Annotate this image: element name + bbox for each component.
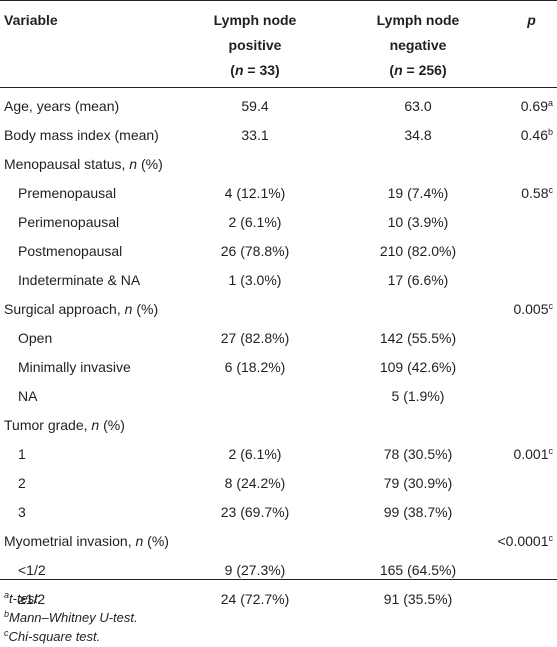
row-lymph-positive: 24 (72.7%) <box>220 591 290 607</box>
table-row: 3 23 (69.7%) 99 (38.7%) <box>0 498 557 527</box>
header-lymph-node-positive: Lymph node positive (n = 33) <box>190 8 320 83</box>
row-lymph-negative: 17 (6.6%) <box>387 272 449 288</box>
table-row: 1 2 (6.1%) 78 (30.5%) 0.001c <box>0 440 557 469</box>
table-row: ≥1/2 24 (72.7%) 91 (35.5%) <box>0 585 557 614</box>
table-row: 2 8 (24.2%) 79 (30.9%) <box>0 469 557 498</box>
row-variable: Perimenopausal <box>18 214 120 230</box>
row-variable: Tumor grade, n (%) <box>4 417 125 433</box>
row-lymph-positive: 2 (6.1%) <box>228 446 282 462</box>
p-value-footnote-mark: c <box>548 446 554 456</box>
row-p-value: 0.005c <box>513 301 554 317</box>
row-variable: Myometrial invasion, n (%) <box>4 533 169 549</box>
table-row: Myometrial invasion, n (%) <0.0001c <box>0 527 557 556</box>
row-variable: NA <box>18 388 38 404</box>
row-lymph-positive: 4 (12.1%) <box>224 185 286 201</box>
table-row: Perimenopausal 2 (6.1%) 10 (3.9%) <box>0 208 557 237</box>
row-variable: 2 <box>18 475 26 491</box>
table-row: Indeterminate & NA 1 (3.0%) 17 (6.6%) <box>0 266 557 295</box>
p-value-footnote-mark: b <box>547 127 553 137</box>
p-value-footnote-mark: a <box>547 98 553 108</box>
p-value-footnote-mark: c <box>548 301 554 311</box>
p-value-footnote-mark: c <box>548 533 554 543</box>
row-variable: Indeterminate & NA <box>18 272 141 288</box>
row-lymph-positive: 27 (82.8%) <box>220 330 290 346</box>
table-row: Surgical approach, n (%) 0.005c <box>0 295 557 324</box>
footnote: cChi-square test. <box>4 628 101 645</box>
header-positive-line2: positive <box>228 37 282 53</box>
row-variable: Menopausal status, n (%) <box>4 156 163 172</box>
row-variable: Minimally invasive <box>18 359 131 375</box>
header-p-value: p <box>527 12 536 28</box>
table-row: Menopausal status, n (%) <box>0 150 557 179</box>
table-row: <1/2 9 (27.3%) 165 (64.5%) <box>0 556 557 585</box>
header-negative-n: (n = 256) <box>389 62 447 78</box>
row-lymph-positive: 9 (27.3%) <box>224 562 286 578</box>
footnote: at-test. <box>4 590 42 607</box>
row-p-value: <0.0001c <box>497 533 554 549</box>
header-positive-n: (n = 33) <box>230 62 280 78</box>
row-lymph-positive: 26 (78.8%) <box>220 243 290 259</box>
row-lymph-positive: 1 (3.0%) <box>228 272 282 288</box>
row-p-value: 0.001c <box>513 446 554 462</box>
footnote: bMann–Whitney U-test. <box>4 609 138 626</box>
header-negative-line1: Lymph node <box>376 12 460 28</box>
top-rule <box>0 0 557 1</box>
bottom-rule <box>0 579 557 580</box>
row-variable: Premenopausal <box>18 185 117 201</box>
row-lymph-negative: 99 (38.7%) <box>383 504 453 520</box>
row-variable: Age, years (mean) <box>4 98 120 114</box>
row-variable: Open <box>18 330 53 346</box>
table-row: Open 27 (82.8%) 142 (55.5%) <box>0 324 557 353</box>
table-row: NA 5 (1.9%) <box>0 382 557 411</box>
table-row: Minimally invasive 6 (18.2%) 109 (42.6%) <box>0 353 557 382</box>
table-row: Tumor grade, n (%) <box>0 411 557 440</box>
row-lymph-positive: 8 (24.2%) <box>224 475 286 491</box>
header-rule <box>0 87 557 88</box>
row-lymph-negative: 210 (82.0%) <box>379 243 457 259</box>
header-negative-line2: negative <box>389 37 447 53</box>
row-lymph-positive: 33.1 <box>241 127 269 143</box>
header-positive-line1: Lymph node <box>213 12 297 28</box>
row-p-value: 0.69a <box>520 98 553 114</box>
p-value-footnote-mark: c <box>548 185 554 195</box>
row-variable: 3 <box>18 504 26 520</box>
row-p-value: 0.58c <box>521 185 554 201</box>
row-variable: Postmenopausal <box>18 243 123 259</box>
row-variable: <1/2 <box>18 562 46 578</box>
table-row: Age, years (mean) 59.4 63.0 0.69a <box>0 92 557 121</box>
row-variable: ≥1/2 <box>18 591 46 607</box>
row-lymph-positive: 23 (69.7%) <box>220 504 290 520</box>
row-lymph-positive: 59.4 <box>241 98 269 114</box>
row-lymph-negative: 19 (7.4%) <box>387 185 449 201</box>
header-variable: Variable <box>4 12 58 28</box>
row-lymph-negative: 142 (55.5%) <box>379 330 457 346</box>
row-lymph-positive: 6 (18.2%) <box>224 359 286 375</box>
row-lymph-positive: 2 (6.1%) <box>228 214 282 230</box>
row-lymph-negative: 165 (64.5%) <box>379 562 457 578</box>
row-lymph-negative: 34.8 <box>404 127 432 143</box>
row-variable: 1 <box>18 446 26 462</box>
row-variable: Surgical approach, n (%) <box>4 301 159 317</box>
row-lymph-negative: 5 (1.9%) <box>391 388 445 404</box>
row-lymph-negative: 91 (35.5%) <box>383 591 453 607</box>
row-p-value: 0.46b <box>520 127 553 143</box>
row-lymph-negative: 10 (3.9%) <box>387 214 449 230</box>
row-lymph-negative: 109 (42.6%) <box>379 359 457 375</box>
table-row: Premenopausal 4 (12.1%) 19 (7.4%) 0.58c <box>0 179 557 208</box>
row-variable: Body mass index (mean) <box>4 127 159 143</box>
row-lymph-negative: 78 (30.5%) <box>383 446 453 462</box>
header-lymph-node-negative: Lymph node negative (n = 256) <box>353 8 483 83</box>
row-lymph-negative: 63.0 <box>404 98 432 114</box>
row-lymph-negative: 79 (30.9%) <box>383 475 453 491</box>
table-row: Body mass index (mean) 33.1 34.8 0.46b <box>0 121 557 150</box>
table-row: Postmenopausal 26 (78.8%) 210 (82.0%) <box>0 237 557 266</box>
